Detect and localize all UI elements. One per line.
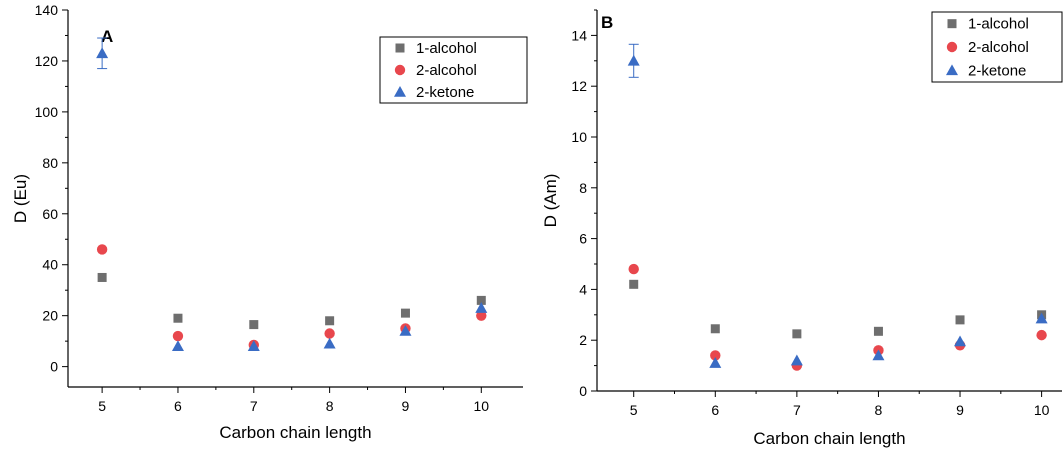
- series-1-alcohol: [629, 279, 1047, 339]
- y-tick-label: 4: [579, 281, 587, 297]
- x-tick-label: 9: [956, 402, 964, 418]
- data-point-2-ketone: [96, 47, 109, 59]
- y-tick-label: 60: [42, 206, 58, 222]
- y-tick-label: 2: [579, 332, 587, 348]
- data-point-2-ketone: [872, 349, 885, 361]
- data-point-2-ketone: [171, 340, 184, 352]
- data-point-1-alcohol: [792, 329, 802, 339]
- legend-marker-2-ketone: [394, 86, 406, 97]
- y-tick-label: 100: [35, 104, 59, 120]
- data-point-1-alcohol: [955, 315, 965, 325]
- legend-label: 2-ketone: [416, 84, 474, 101]
- x-tick-label: 9: [402, 398, 410, 414]
- series-1-alcohol: [97, 272, 486, 330]
- x-tick-label: 7: [793, 402, 801, 418]
- series-2-alcohol: [628, 263, 1047, 371]
- series-2-alcohol: [96, 244, 487, 351]
- y-tick-label: 120: [35, 53, 59, 69]
- data-point-1-alcohol: [97, 272, 107, 282]
- panel-label: B: [601, 13, 613, 32]
- data-point-2-alcohol: [1036, 329, 1047, 341]
- data-point-2-ketone: [247, 340, 260, 352]
- x-tick-label: 7: [250, 398, 258, 414]
- data-point-1-alcohol: [325, 316, 335, 326]
- y-tick-label: 80: [42, 155, 58, 171]
- data-point-2-ketone: [790, 354, 803, 366]
- data-point-2-ketone: [399, 324, 412, 336]
- y-tick-label: 12: [571, 78, 587, 94]
- data-point-2-ketone: [323, 337, 336, 349]
- data-point-1-alcohol: [476, 295, 486, 305]
- panel-label: A: [101, 27, 113, 46]
- data-point-2-ketone: [475, 302, 488, 313]
- data-point-1-alcohol: [629, 279, 639, 289]
- legend-label: 1-alcohol: [416, 40, 477, 57]
- data-point-2-ketone: [1035, 312, 1048, 324]
- legend-marker-2-alcohol: [946, 41, 958, 53]
- y-axis-title: D (Am): [541, 174, 560, 228]
- x-tick-label: 6: [711, 402, 719, 418]
- y-tick-label: 8: [579, 180, 587, 196]
- data-point-1-alcohol: [710, 324, 720, 334]
- y-tick-label: 0: [50, 359, 58, 375]
- data-point-2-alcohol: [172, 330, 184, 342]
- x-tick-label: 6: [174, 398, 182, 414]
- y-tick-label: 20: [42, 308, 58, 324]
- data-point-1-alcohol: [873, 326, 883, 336]
- panel-b-chart: 5 6 7 8 9 10 0 2 4 6 8 10 12 14 Carbon chain length D (…: [541, 9, 1063, 448]
- legend-label: 2-ketone: [968, 62, 1026, 79]
- data-point-1-alcohol: [400, 308, 410, 318]
- legend: 1-alcohol 2-alcohol 2-ketone: [931, 11, 1063, 83]
- legend-marker-2-ketone: [946, 64, 958, 76]
- data-point-2-ketone: [627, 54, 640, 66]
- legend-label: 1-alcohol: [968, 16, 1029, 33]
- series-2-ketone: [96, 37, 488, 352]
- data-point-2-ketone: [954, 335, 967, 347]
- legend-marker-1-alcohol: [395, 43, 405, 53]
- data-point-1-alcohol: [249, 320, 259, 330]
- series-2-ketone: [627, 43, 1048, 368]
- data-point-2-alcohol: [710, 350, 721, 361]
- legend-marker-2-alcohol: [394, 64, 406, 76]
- data-point-2-ketone: [709, 357, 722, 368]
- data-point-2-alcohol: [96, 244, 108, 255]
- x-tick-label: 8: [875, 402, 883, 418]
- y-tick-label: 40: [42, 257, 58, 273]
- x-tick-label: 8: [326, 398, 334, 414]
- y-tick-label: 140: [35, 2, 59, 18]
- y-tick-label: 6: [579, 231, 587, 247]
- x-axis-title: Carbon chain length: [753, 429, 905, 448]
- x-tick-label: 10: [474, 398, 490, 414]
- x-tick-label: 10: [1034, 402, 1050, 418]
- legend-label: 2-alcohol: [968, 39, 1029, 56]
- x-axis-title: Carbon chain length: [219, 423, 371, 442]
- legend-label: 2-alcohol: [416, 62, 477, 79]
- x-tick-label: 5: [630, 402, 638, 418]
- y-tick-label: 14: [571, 27, 587, 43]
- data-point-2-alcohol: [476, 310, 487, 321]
- data-point-1-alcohol: [173, 313, 183, 323]
- y-tick-label: 10: [571, 129, 587, 145]
- data-point-2-alcohol: [324, 328, 335, 339]
- legend-marker-1-alcohol: [947, 19, 957, 29]
- data-point-2-alcohol: [628, 263, 639, 275]
- x-tick-label: 5: [98, 398, 106, 414]
- y-tick-label: 0: [579, 383, 587, 399]
- y-axis-title: D (Eu): [11, 174, 30, 223]
- legend: 1-alcohol 2-alcohol 2-ketone: [379, 36, 528, 104]
